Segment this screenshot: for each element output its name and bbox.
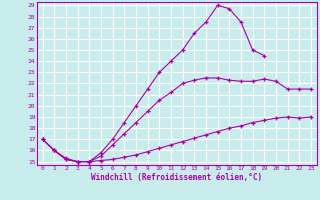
X-axis label: Windchill (Refroidissement éolien,°C): Windchill (Refroidissement éolien,°C) (91, 173, 262, 182)
